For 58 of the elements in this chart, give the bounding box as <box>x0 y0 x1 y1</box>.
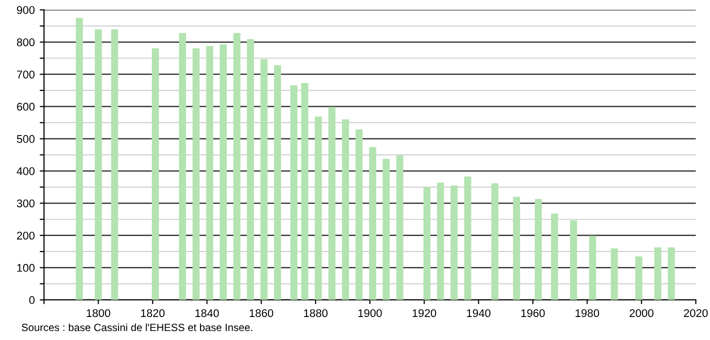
bar <box>314 116 322 300</box>
bar <box>178 33 186 300</box>
x-tick-label: 1820 <box>141 309 165 318</box>
x-tick-label: 1860 <box>250 309 274 318</box>
bar <box>206 46 214 300</box>
bar <box>396 155 404 300</box>
bar <box>220 44 227 300</box>
bar <box>152 48 159 300</box>
x-tick-label: 1800 <box>86 309 110 318</box>
x-tick-label: 1900 <box>358 309 382 318</box>
bar <box>76 18 83 300</box>
x-tick-label: 1980 <box>576 309 600 318</box>
y-tick-label: 800 <box>16 38 35 46</box>
bar <box>436 182 444 300</box>
bar <box>94 29 102 300</box>
bar <box>246 39 254 300</box>
bar <box>356 129 363 300</box>
bar <box>290 85 298 300</box>
bar <box>342 119 349 300</box>
bar <box>589 236 596 300</box>
bar <box>233 33 240 300</box>
bar <box>491 183 498 300</box>
bar <box>654 247 662 300</box>
y-tick-label: 300 <box>16 199 35 208</box>
bar <box>369 147 376 300</box>
y-tick-label: 200 <box>17 232 35 240</box>
x-tick-label: 1880 <box>304 309 328 318</box>
y-tick-label: 400 <box>16 167 35 176</box>
x-tick-label: 1940 <box>467 309 490 318</box>
bar <box>635 256 642 300</box>
y-tick-label: 700 <box>17 70 35 78</box>
bar <box>513 196 520 300</box>
x-tick-label: 1840 <box>195 309 219 318</box>
bar <box>192 48 200 300</box>
x-tick-label: 1960 <box>521 309 545 318</box>
bar <box>111 29 118 300</box>
bar <box>423 187 430 300</box>
y-tick-label: 600 <box>17 102 35 111</box>
bar <box>570 220 578 300</box>
y-tick-label: 500 <box>16 135 35 143</box>
bar <box>610 248 618 300</box>
x-tick-label: 2000 <box>630 309 654 318</box>
bar <box>464 176 472 300</box>
bar <box>274 65 282 300</box>
y-tick-label: 0 <box>29 296 35 304</box>
source-note: Sources : base Cassini de l'EHESS et base Insee. <box>22 323 252 332</box>
bar <box>668 247 675 300</box>
y-tick-label: 900 <box>16 6 35 14</box>
x-tick-label: 2020 <box>684 309 708 318</box>
bar <box>534 199 542 300</box>
bar <box>301 83 308 300</box>
bar <box>382 158 390 300</box>
bar <box>260 59 268 300</box>
bar <box>450 185 458 300</box>
y-tick-label: 100 <box>17 264 35 272</box>
bar <box>328 106 336 300</box>
bar <box>551 214 558 300</box>
x-tick-label: 1920 <box>412 309 436 318</box>
